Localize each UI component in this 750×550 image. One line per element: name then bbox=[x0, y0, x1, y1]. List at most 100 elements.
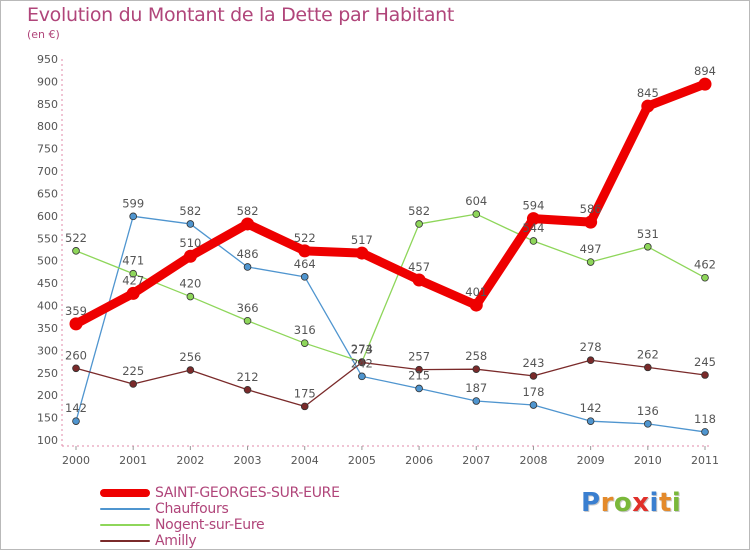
data-label: 215 bbox=[408, 368, 430, 382]
data-point bbox=[300, 402, 309, 411]
data-point bbox=[186, 292, 195, 301]
data-label: 142 bbox=[65, 401, 87, 415]
data-point bbox=[412, 273, 426, 287]
data-label: 256 bbox=[179, 350, 201, 364]
data-label: 142 bbox=[580, 401, 602, 415]
data-label: 522 bbox=[294, 231, 316, 245]
data-label: 517 bbox=[351, 233, 373, 247]
x-tick-label: 2004 bbox=[291, 454, 319, 467]
data-point bbox=[243, 316, 252, 325]
data-point bbox=[529, 401, 538, 409]
data-point bbox=[415, 365, 423, 374]
y-tick-label: 300 bbox=[37, 344, 58, 357]
legend-label: SAINT-GEORGES-SUR-EURE bbox=[155, 485, 340, 501]
data-label: 242 bbox=[351, 356, 373, 370]
data-point bbox=[358, 358, 366, 367]
legend-label: Amilly bbox=[155, 533, 197, 549]
x-tick-label: 2005 bbox=[348, 454, 376, 467]
data-point bbox=[298, 244, 312, 258]
x-tick-label: 2007 bbox=[462, 454, 490, 467]
data-point bbox=[701, 273, 709, 282]
data-point bbox=[243, 263, 252, 271]
data-label: 457 bbox=[408, 260, 430, 274]
data-label: 178 bbox=[522, 385, 544, 399]
y-tick-label: 100 bbox=[37, 434, 58, 447]
data-point bbox=[186, 366, 195, 374]
x-tick-label: 2003 bbox=[234, 454, 262, 467]
data-label: 225 bbox=[122, 364, 144, 378]
data-point bbox=[472, 210, 481, 218]
x-tick-label: 2001 bbox=[119, 454, 147, 467]
data-label: 531 bbox=[637, 227, 659, 241]
data-point bbox=[129, 380, 137, 388]
data-label: 544 bbox=[522, 221, 544, 235]
data-label: 136 bbox=[637, 404, 659, 418]
x-tick-label: 2000 bbox=[62, 454, 90, 467]
data-point bbox=[358, 372, 366, 381]
data-label: 420 bbox=[179, 277, 201, 291]
data-label: 510 bbox=[179, 236, 201, 250]
data-point bbox=[183, 249, 197, 263]
data-point bbox=[300, 273, 309, 281]
legend-swatch bbox=[100, 489, 150, 497]
data-label: 278 bbox=[580, 340, 602, 354]
data-point bbox=[644, 420, 652, 428]
logo-letter: i bbox=[671, 488, 682, 518]
y-tick-label: 700 bbox=[37, 165, 58, 178]
data-label: 175 bbox=[294, 386, 316, 400]
x-tick-label: 2008 bbox=[519, 454, 547, 467]
y-tick-label: 800 bbox=[37, 120, 58, 133]
data-label: 273 bbox=[351, 342, 373, 356]
data-point bbox=[644, 243, 652, 251]
data-point bbox=[186, 220, 195, 228]
y-tick-label: 550 bbox=[37, 232, 58, 245]
y-tick-label: 900 bbox=[37, 75, 58, 88]
data-label: 258 bbox=[465, 349, 487, 363]
data-label: 257 bbox=[408, 350, 430, 364]
y-tick-label: 850 bbox=[37, 98, 58, 111]
series-line-amilly bbox=[75, 359, 706, 408]
data-label: 401 bbox=[465, 285, 487, 299]
data-label: 582 bbox=[408, 204, 430, 218]
legend-label: Chauffours bbox=[155, 501, 229, 517]
y-tick-label: 200 bbox=[37, 389, 58, 402]
proxiti-logo: Proxiti bbox=[581, 488, 681, 518]
y-tick-label: 750 bbox=[37, 143, 58, 156]
y-tick-label: 950 bbox=[37, 53, 58, 66]
data-label: 366 bbox=[237, 301, 259, 315]
data-label: 522 bbox=[65, 231, 87, 245]
data-point bbox=[472, 365, 481, 373]
data-point bbox=[72, 417, 80, 425]
data-label: 359 bbox=[65, 304, 87, 318]
logo-letter: i bbox=[649, 488, 659, 518]
data-label: 586 bbox=[580, 202, 602, 216]
data-point bbox=[586, 356, 595, 365]
data-label: 486 bbox=[237, 247, 259, 261]
x-tick-label: 2009 bbox=[577, 454, 605, 467]
x-tick-label: 2002 bbox=[176, 454, 204, 467]
data-label: 894 bbox=[694, 64, 716, 78]
data-label: 274 bbox=[351, 342, 373, 356]
data-point bbox=[584, 215, 598, 229]
data-label: 464 bbox=[294, 257, 316, 271]
data-label: 427 bbox=[122, 273, 144, 287]
data-point bbox=[129, 269, 137, 278]
series-line-nogent-sur-eure bbox=[75, 213, 706, 363]
y-tick-label: 500 bbox=[37, 255, 58, 268]
data-point bbox=[586, 258, 595, 266]
data-point bbox=[526, 212, 540, 226]
data-point bbox=[69, 317, 83, 331]
data-label: 262 bbox=[637, 347, 659, 361]
data-point bbox=[701, 428, 709, 436]
data-point bbox=[126, 286, 140, 300]
x-tick-label: 2011 bbox=[691, 454, 719, 467]
data-point bbox=[586, 417, 595, 425]
data-label: 594 bbox=[522, 199, 544, 213]
data-label: 582 bbox=[179, 204, 201, 218]
y-tick-label: 250 bbox=[37, 367, 58, 380]
data-label: 316 bbox=[294, 323, 316, 337]
data-label: 582 bbox=[237, 204, 259, 218]
logo-letter: t bbox=[658, 488, 672, 518]
y-tick-label: 450 bbox=[37, 277, 58, 290]
data-point bbox=[698, 77, 712, 91]
